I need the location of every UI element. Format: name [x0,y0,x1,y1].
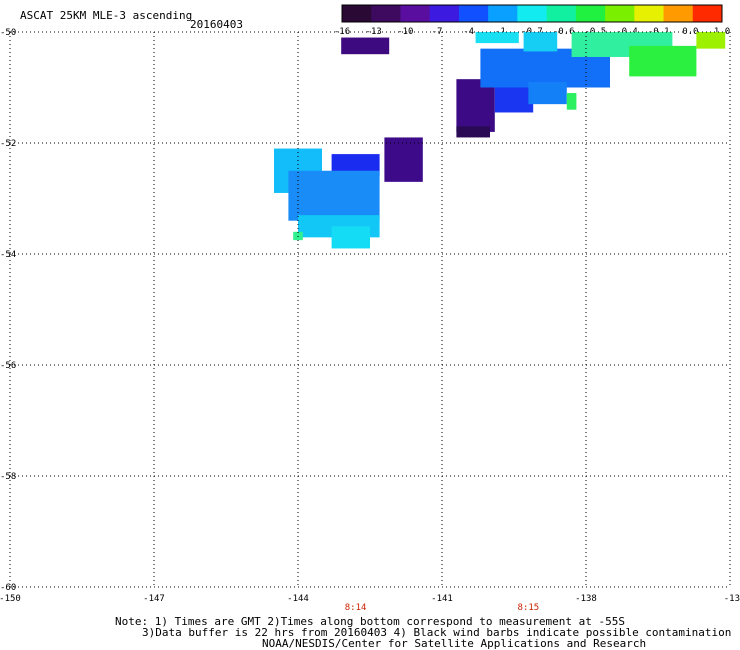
wind-cell [494,87,534,113]
latitude-label: -54 [0,250,16,260]
colorbar-frame [341,4,723,23]
latitude-label: -56 [0,361,16,371]
wind-cell [696,32,726,49]
wind-cell [293,231,303,241]
wind-cell [331,226,370,249]
colorbar-swatch [575,5,606,22]
wind-cell [384,137,423,182]
colorbar-tick-label: -10 [397,27,413,37]
longitude-label: -138 [575,594,597,604]
wind-cell [288,170,380,221]
note-line-3: NOAA/NESDIS/Center for Satellite Applica… [262,637,647,650]
graticule [9,31,731,588]
colorbar-swatch [488,5,518,22]
colorbar-tick-label: -0.6 [553,27,575,37]
colorbar-swatch [663,5,694,22]
latitude-label: -60 [0,583,16,593]
colorbar-swatch [458,5,489,22]
latitude-label: -50 [0,28,16,38]
longitude-label: -13 [724,594,740,604]
wind-data-patches [274,32,726,249]
colorbar-swatch [692,5,723,22]
time-label: 8:15 [518,603,540,613]
wind-cell [341,37,390,55]
longitude-label: -141 [431,594,453,604]
colorbar-swatch [429,5,460,22]
note-line-1: Note: 1) Times are GMT 2)Times along bot… [115,615,625,628]
latitude-label: -58 [0,472,16,482]
wind-cell [566,93,577,110]
time-label: 8:14 [345,603,367,613]
colorbar-swatch [517,5,548,22]
colorbar-swatch [342,5,372,22]
axis-labels: -50 -52 -54 -56 -58 -60-150 -147 -144 -141 -138 -1… [0,28,740,613]
wind-cell [456,79,495,132]
colorbar-swatch [546,5,577,22]
colorbar-swatch [400,5,431,22]
colorbar-swatch [605,5,635,22]
colorbar-swatch [634,5,665,22]
wind-cell [528,81,567,105]
colorbar-tick-label: -13 [366,27,382,37]
wind-cell [456,126,490,138]
product-title: ASCAT 25KM MLE-3 ascending [20,9,193,22]
longitude-label: -150 [0,594,21,604]
wind-cell [475,32,519,44]
longitude-label: -144 [287,594,309,604]
latitude-label: -52 [0,139,16,149]
product-date: 20160403 [190,18,243,31]
colorbar-tick-label: -7 [432,27,443,37]
colorbar-tick-label: -4 [463,27,474,37]
longitude-label: -147 [143,594,165,604]
wind-cell [629,45,697,77]
colorbar-swatch [371,5,401,22]
wind-cell [523,32,558,52]
note-line-2: 3)Data buffer is 22 hrs from 20160403 4)… [142,626,732,639]
